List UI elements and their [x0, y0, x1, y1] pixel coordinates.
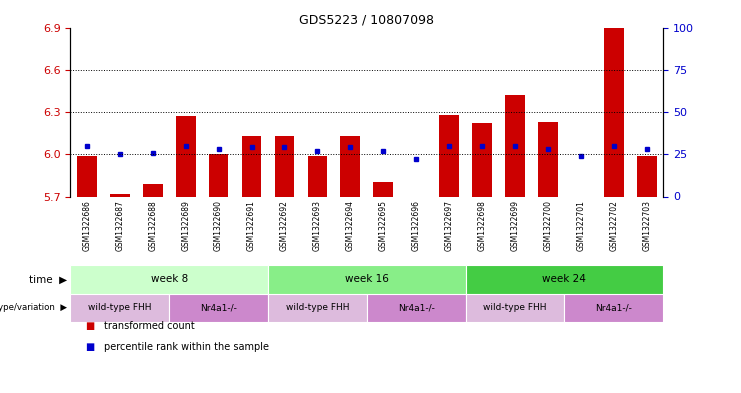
- Text: GSM1322702: GSM1322702: [609, 200, 618, 251]
- Bar: [176, 116, 196, 196]
- Title: GDS5223 / 10807098: GDS5223 / 10807098: [299, 13, 434, 26]
- Bar: [505, 95, 525, 196]
- Bar: [268, 294, 367, 322]
- Text: GSM1322699: GSM1322699: [511, 200, 519, 251]
- Bar: [77, 156, 97, 196]
- Bar: [209, 154, 228, 196]
- Text: Nr4a1-/-: Nr4a1-/-: [595, 303, 632, 312]
- Bar: [565, 294, 663, 322]
- Bar: [465, 265, 663, 294]
- Text: GSM1322693: GSM1322693: [313, 200, 322, 251]
- Text: percentile rank within the sample: percentile rank within the sample: [104, 342, 269, 353]
- Text: GSM1322688: GSM1322688: [148, 200, 157, 251]
- Bar: [439, 115, 459, 196]
- Bar: [110, 194, 130, 196]
- Bar: [275, 136, 294, 196]
- Bar: [367, 294, 465, 322]
- Text: GSM1322701: GSM1322701: [576, 200, 585, 251]
- Bar: [169, 294, 268, 322]
- Text: Nr4a1-/-: Nr4a1-/-: [398, 303, 435, 312]
- Text: ■: ■: [85, 321, 94, 331]
- Bar: [604, 28, 624, 196]
- Bar: [70, 294, 169, 322]
- Bar: [637, 156, 657, 196]
- Text: week 16: week 16: [345, 274, 389, 285]
- Text: transformed count: transformed count: [104, 321, 194, 331]
- Bar: [465, 294, 565, 322]
- Text: GSM1322694: GSM1322694: [346, 200, 355, 251]
- Text: ■: ■: [85, 342, 94, 353]
- Text: GSM1322703: GSM1322703: [642, 200, 651, 251]
- Text: GSM1322687: GSM1322687: [116, 200, 124, 251]
- Text: GSM1322698: GSM1322698: [477, 200, 487, 251]
- Bar: [143, 184, 162, 196]
- Text: GSM1322692: GSM1322692: [280, 200, 289, 251]
- Text: GSM1322700: GSM1322700: [543, 200, 553, 251]
- Bar: [70, 265, 268, 294]
- Bar: [308, 156, 328, 196]
- Text: genotype/variation  ▶: genotype/variation ▶: [0, 303, 67, 312]
- Text: GSM1322689: GSM1322689: [181, 200, 190, 251]
- Bar: [373, 182, 393, 196]
- Bar: [340, 136, 360, 196]
- Text: GSM1322690: GSM1322690: [214, 200, 223, 251]
- Bar: [538, 122, 558, 196]
- Text: GSM1322697: GSM1322697: [445, 200, 453, 251]
- Text: GSM1322696: GSM1322696: [412, 200, 421, 251]
- Text: GSM1322695: GSM1322695: [379, 200, 388, 251]
- Bar: [242, 136, 262, 196]
- Text: GSM1322691: GSM1322691: [247, 200, 256, 251]
- Text: wild-type FHH: wild-type FHH: [285, 303, 349, 312]
- Text: time  ▶: time ▶: [29, 274, 67, 285]
- Text: week 24: week 24: [542, 274, 586, 285]
- Text: wild-type FHH: wild-type FHH: [483, 303, 547, 312]
- Text: GSM1322686: GSM1322686: [82, 200, 91, 251]
- Bar: [472, 123, 492, 196]
- Text: week 8: week 8: [150, 274, 187, 285]
- Text: wild-type FHH: wild-type FHH: [88, 303, 152, 312]
- Text: Nr4a1-/-: Nr4a1-/-: [200, 303, 237, 312]
- Bar: [268, 265, 465, 294]
